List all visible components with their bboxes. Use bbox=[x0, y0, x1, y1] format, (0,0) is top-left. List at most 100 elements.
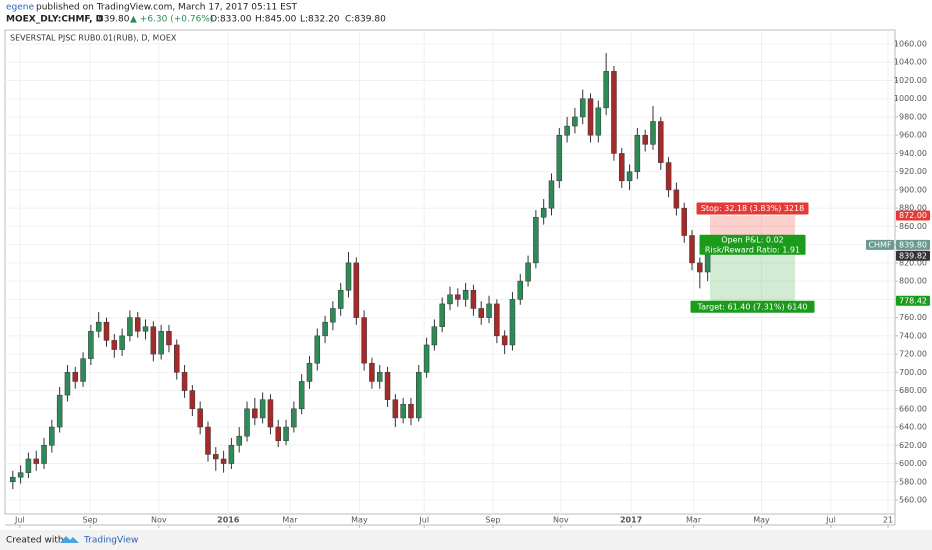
candle-body bbox=[665, 162, 672, 191]
footer-bar bbox=[0, 530, 932, 550]
y-tick-label: 680.00 bbox=[899, 386, 927, 395]
y-tick-label: 880.00 bbox=[899, 204, 927, 213]
candle-body bbox=[322, 321, 328, 337]
candle-body bbox=[697, 262, 703, 273]
stop-price-tag: 872.00 bbox=[899, 211, 927, 220]
candle-body bbox=[408, 403, 414, 419]
x-tick-label: 21 bbox=[883, 516, 893, 525]
open: O:833.00 bbox=[210, 15, 252, 25]
candle-body bbox=[17, 472, 24, 478]
candle-body bbox=[72, 372, 79, 382]
symbol-tag: CHMF bbox=[868, 240, 892, 249]
candle-body bbox=[345, 262, 352, 291]
candle-body bbox=[619, 153, 625, 182]
target-label: Target: 61.40 (7.31%) 6140 bbox=[697, 302, 808, 311]
y-tick-label: 640.00 bbox=[899, 423, 927, 432]
x-tick-label: Nov bbox=[151, 516, 167, 525]
candle-body bbox=[431, 326, 438, 346]
logo bbox=[60, 536, 79, 543]
candle-body bbox=[166, 331, 172, 346]
candle-body bbox=[478, 308, 484, 318]
candle-body bbox=[486, 303, 492, 318]
candle-body bbox=[103, 321, 110, 341]
candle-body bbox=[127, 317, 133, 337]
candle-body bbox=[501, 335, 508, 346]
last-price-tag: 839.80 bbox=[899, 240, 927, 249]
candle-body bbox=[416, 372, 422, 419]
ratio-label: Risk/Reward Ratio: 1.91 bbox=[705, 245, 800, 254]
target-label-box bbox=[690, 300, 815, 313]
high: H:845.00 bbox=[255, 15, 297, 25]
x-tick-label: May bbox=[753, 516, 770, 525]
target-price-tag-box bbox=[896, 295, 930, 306]
y-tick-label: 1020.00 bbox=[894, 76, 927, 85]
candle-body bbox=[579, 98, 586, 118]
candle-body bbox=[244, 408, 250, 437]
y-tick-label: 580.00 bbox=[899, 477, 927, 486]
candle-body bbox=[337, 289, 344, 309]
entry-price-tag: 839.82 bbox=[899, 251, 927, 260]
y-tick-label: 800.00 bbox=[899, 277, 927, 286]
y-tick-label: 980.00 bbox=[899, 112, 927, 121]
candle-body bbox=[181, 372, 188, 391]
candle-body bbox=[134, 317, 141, 332]
candle-body bbox=[220, 458, 227, 464]
candle-body bbox=[587, 98, 594, 136]
candle-body bbox=[205, 426, 211, 455]
candle-body bbox=[33, 458, 39, 464]
stop-price-tag-box bbox=[896, 210, 930, 221]
candle-body bbox=[423, 344, 430, 373]
y-tick-label: 820.00 bbox=[899, 258, 927, 267]
y-tick-label: 720.00 bbox=[899, 350, 927, 359]
candle-body bbox=[10, 476, 16, 483]
candle-body bbox=[111, 340, 118, 350]
x-tick-label: Mar bbox=[282, 516, 298, 525]
candle-body bbox=[306, 362, 313, 382]
y-tick-label: 560.00 bbox=[899, 496, 927, 505]
candle-body bbox=[658, 121, 664, 163]
candle-body bbox=[689, 235, 695, 264]
last: 839.80 bbox=[98, 15, 130, 25]
candle-body bbox=[298, 381, 305, 410]
footer-created: Created with bbox=[6, 536, 64, 546]
low: L:832.20 bbox=[300, 15, 340, 25]
candle-body bbox=[259, 399, 266, 419]
candle-body bbox=[533, 217, 539, 264]
x-tick-label: Jul bbox=[418, 516, 429, 525]
y-tick-label: 1060.00 bbox=[894, 40, 927, 49]
entry-price-tag-box bbox=[896, 250, 930, 261]
published: published on TradingView.com, March 17, … bbox=[36, 3, 297, 13]
candle-body bbox=[572, 116, 578, 127]
candle-body bbox=[267, 399, 274, 428]
candle-body bbox=[634, 134, 641, 172]
candle-body bbox=[548, 180, 555, 209]
candle-body bbox=[213, 454, 219, 460]
change: ▲ +6.30 (+0.76%) bbox=[130, 15, 213, 25]
candle-body bbox=[150, 326, 157, 355]
candle-body bbox=[64, 372, 71, 396]
y-tick-label: 620.00 bbox=[899, 441, 927, 450]
symbol: MOEX_DLY:CHMF, D bbox=[6, 15, 103, 25]
candle-body bbox=[681, 207, 687, 236]
candle-body bbox=[88, 331, 94, 359]
x-tick-label: 2016 bbox=[217, 516, 240, 525]
candle-body bbox=[174, 344, 180, 373]
x-tick-label: 2017 bbox=[620, 516, 642, 525]
candle-body bbox=[291, 408, 297, 428]
candle-body bbox=[611, 71, 617, 154]
candle-body bbox=[330, 308, 336, 323]
y-tick-label: 1040.00 bbox=[894, 58, 927, 67]
candle-body bbox=[462, 289, 469, 300]
last-price-tag-box bbox=[896, 239, 930, 250]
footer-brand[interactable]: TradingView bbox=[83, 536, 138, 546]
y-tick-label: 900.00 bbox=[899, 185, 927, 194]
candle-body bbox=[49, 426, 55, 446]
target-price-tag: 778.42 bbox=[899, 296, 927, 305]
close: C:839.80 bbox=[345, 15, 386, 25]
candle-body bbox=[525, 262, 531, 282]
candle-body bbox=[142, 326, 149, 332]
candle-body bbox=[80, 358, 86, 382]
author[interactable]: egene bbox=[6, 3, 34, 13]
y-tick-label: 940.00 bbox=[899, 149, 927, 158]
